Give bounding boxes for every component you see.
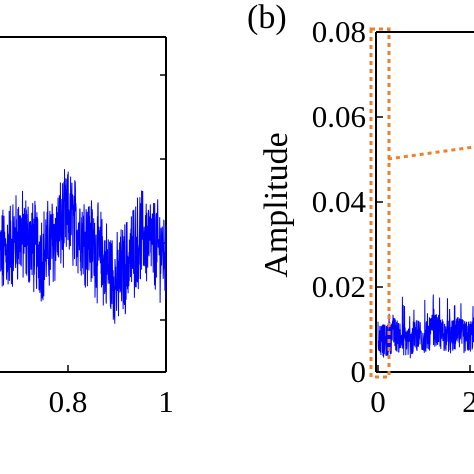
panel-b-y-tick-label: 0.06 [312, 99, 366, 134]
panel-b-series-line [377, 294, 474, 359]
panel-a-series-line [0, 169, 167, 324]
zoom-connector-line [387, 145, 474, 161]
panel-b-y-tick-label: 0.08 [312, 14, 366, 49]
panel-a-x-ticks: 0.8 1 [49, 365, 174, 419]
panel-b-y-tick-label: 0.02 [312, 269, 366, 304]
panel-b-label: (b) [247, 0, 287, 36]
panel-b-ylabel: Amplitude [258, 132, 295, 277]
panel-a-x-tick-label: 1 [158, 384, 174, 419]
panel-b-signal-trace [377, 294, 474, 359]
panel-b-x-tick-label: 0 [370, 384, 386, 419]
panel-b-x-tick-label: 2 [462, 384, 474, 419]
zoom-box [369, 27, 391, 379]
panel-b-y-ticks: 0 0.02 0.04 0.06 0.08 [312, 14, 383, 389]
panel-b-y-tick-label: 0.04 [312, 184, 367, 219]
panel-a-signal-trace [0, 169, 167, 324]
panel-a: 0.8 1 [0, 36, 174, 419]
panel-a-x-tick-label: 0.8 [49, 384, 88, 419]
panel-b-y-tick-label: 0 [351, 354, 367, 389]
